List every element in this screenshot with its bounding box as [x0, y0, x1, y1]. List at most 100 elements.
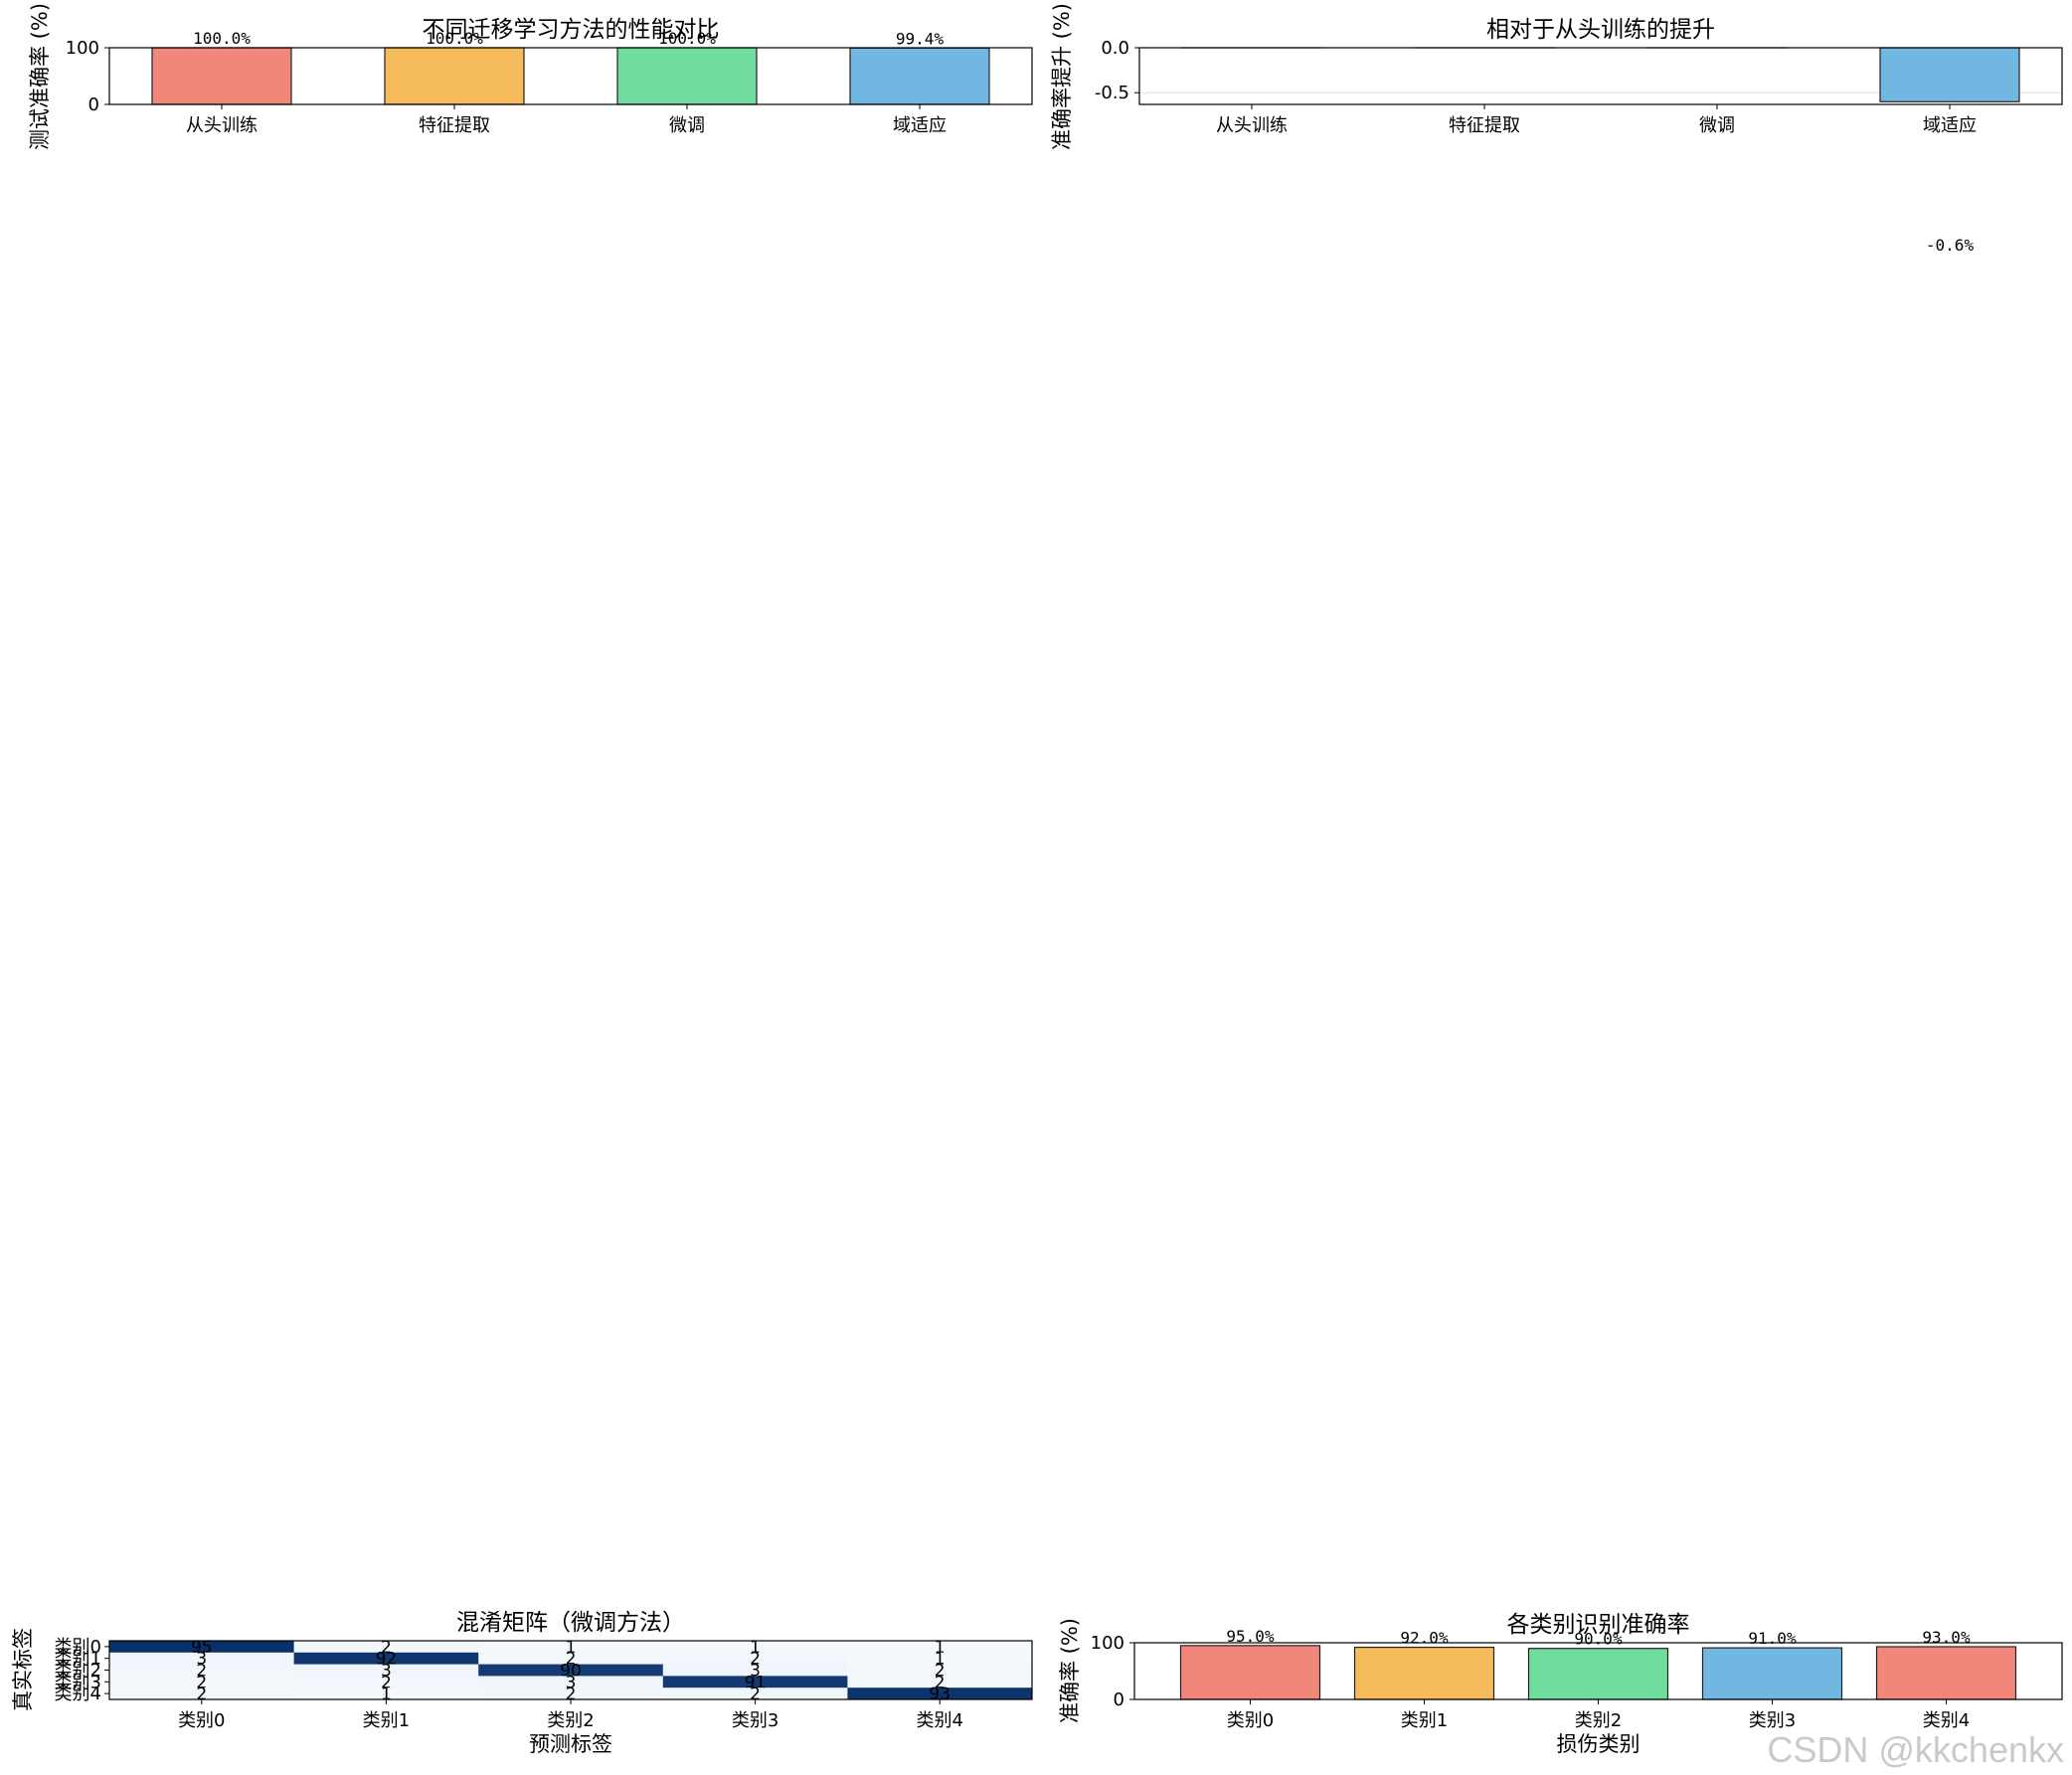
heatmap-cell: [478, 1641, 664, 1654]
bar: [616, 47, 758, 105]
x-tick-label: 类别1: [1401, 1710, 1448, 1731]
bar: [384, 47, 525, 105]
x-tick-label: 从头训练: [1216, 115, 1288, 136]
data-label: 90.0%: [1574, 1630, 1623, 1649]
heatmap-cell: [478, 1664, 664, 1677]
bar: [1879, 47, 2020, 102]
data-label: -0.6%: [1926, 236, 1975, 255]
chart-title: 相对于从头训练的提升: [1486, 17, 1715, 43]
heatmap-cell: [293, 1652, 479, 1666]
y-tick-label: 100: [1091, 1633, 1124, 1654]
x-tick-label: 类别3: [732, 1710, 778, 1731]
x-tick-label: 类别3: [1749, 1710, 1796, 1731]
x-tick-label: 类别1: [363, 1710, 410, 1731]
x-tick-label: 类别4: [1923, 1710, 1970, 1731]
x-tick-label: 从头训练: [186, 115, 258, 136]
y-axis-label: 测试准确率 (%): [28, 3, 52, 150]
plot-frame: [108, 1640, 1033, 1700]
bar: [1875, 1646, 2017, 1700]
data-label: 95.0%: [1226, 1627, 1275, 1646]
x-tick-label: 类别4: [916, 1710, 962, 1731]
cell-value: 2: [750, 1650, 761, 1670]
heatmap-cell: [293, 1664, 479, 1677]
method-accuracy-chart: 100.0% 从头训练 100.0% 特征提取 100.0% 微调 99.4% 域适应 0 100…: [28, 3, 1033, 150]
cell-value: 2: [935, 1662, 946, 1682]
heatmap-cell: [662, 1676, 848, 1688]
chart-title: 各类别识别准确率: [1507, 1612, 1690, 1638]
heatmap-cell: [109, 1687, 295, 1700]
heatmap-cell: [478, 1652, 664, 1666]
heatmap-cell: [478, 1676, 664, 1688]
cell-value: 2: [935, 1673, 946, 1692]
heatmap-cell: [847, 1687, 1033, 1700]
data-label: 91.0%: [1748, 1629, 1797, 1648]
data-label: 99.4%: [896, 29, 945, 48]
y-axis-label: 真实标签: [11, 1628, 35, 1711]
y-axis-label: 准确率提升 (%): [1050, 3, 1074, 150]
bar: [151, 47, 292, 105]
heatmap-cell: [662, 1687, 848, 1700]
y-axis-label: 准确率 (%): [1058, 1618, 1082, 1723]
x-tick-label: 微调: [669, 115, 705, 136]
bar: [849, 47, 990, 105]
cell-value: 3: [566, 1673, 577, 1692]
x-axis-label: 损伤类别: [1557, 1732, 1640, 1756]
data-label: 100.0%: [658, 29, 716, 48]
heatmap-cell: [847, 1652, 1033, 1666]
x-tick-label: 特征提取: [419, 115, 490, 136]
y-tick-label: 100: [66, 38, 99, 59]
class-accuracy-chart: 95.0% 类别0 92.0% 类别1 90.0% 类别2 91.0% 类别3 93.0% 类别4…: [1058, 1612, 2063, 1756]
y-tick-label: 0: [88, 94, 99, 115]
y-tick-label: 类别3: [55, 1672, 101, 1692]
cell-value: 1: [381, 1685, 392, 1704]
x-tick-label: 微调: [1699, 115, 1735, 136]
bar: [1353, 1646, 1495, 1700]
bar: [1179, 1645, 1321, 1700]
data-label: 100.0%: [426, 29, 483, 48]
y-tick-label: 类别2: [55, 1661, 101, 1682]
bar: [1701, 1647, 1843, 1700]
cell-value: 2: [566, 1685, 577, 1704]
cell-value: 1: [935, 1638, 946, 1658]
x-tick-label: 域适应: [893, 115, 947, 136]
cell-value: 2: [750, 1685, 761, 1704]
plot-frame: [108, 47, 1033, 105]
x-tick-label: 类别0: [178, 1710, 225, 1731]
cell-value: 3: [196, 1650, 207, 1670]
heatmap-cell: [662, 1641, 848, 1654]
heatmap-cell: [847, 1676, 1033, 1688]
heatmap-cell: [109, 1664, 295, 1677]
heatmap-cell: [662, 1664, 848, 1677]
cell-value: 3: [381, 1662, 392, 1682]
data-label: 100.0%: [193, 29, 251, 48]
heatmap-cell: [293, 1687, 479, 1700]
y-tick-label: 类别4: [55, 1684, 101, 1704]
cell-value: 2: [381, 1638, 392, 1658]
y-tick-label: 0: [1114, 1689, 1124, 1710]
heatmap-cell: [293, 1676, 479, 1688]
cell-value: 3: [750, 1662, 761, 1682]
cell-value: 1: [935, 1650, 946, 1670]
x-tick-label: 特征提取: [1449, 115, 1520, 136]
bar: [1527, 1648, 1669, 1700]
plot-frame: [1133, 1642, 2063, 1700]
data-label: 92.0%: [1400, 1629, 1449, 1648]
y-tick-label: -0.5: [1095, 83, 1129, 103]
x-tick-label: 类别2: [1575, 1710, 1622, 1731]
y-tick-label: 类别0: [55, 1637, 101, 1658]
y-tick-label: 0.0: [1101, 38, 1129, 59]
data-label: 93.0%: [1922, 1628, 1971, 1647]
cell-value: 2: [381, 1673, 392, 1692]
heatmap-cell: [847, 1641, 1033, 1654]
heatmap-cell: [109, 1652, 295, 1666]
cell-value: 2: [196, 1673, 207, 1692]
chart-title: 混淆矩阵（微调方法）: [456, 1610, 685, 1636]
improvement-chart: 从头训练 特征提取 微调 -0.6% 域适应 0.0 -0.5 相对于从头训练的提升 准确率提升…: [1050, 3, 2063, 255]
x-tick-label: 类别2: [547, 1710, 594, 1731]
heatmap-cell: [478, 1687, 664, 1700]
heatmap-cell: [662, 1652, 848, 1666]
chart-title: 不同迁移学习方法的性能对比: [423, 17, 720, 43]
cell-value: 1: [566, 1638, 577, 1658]
